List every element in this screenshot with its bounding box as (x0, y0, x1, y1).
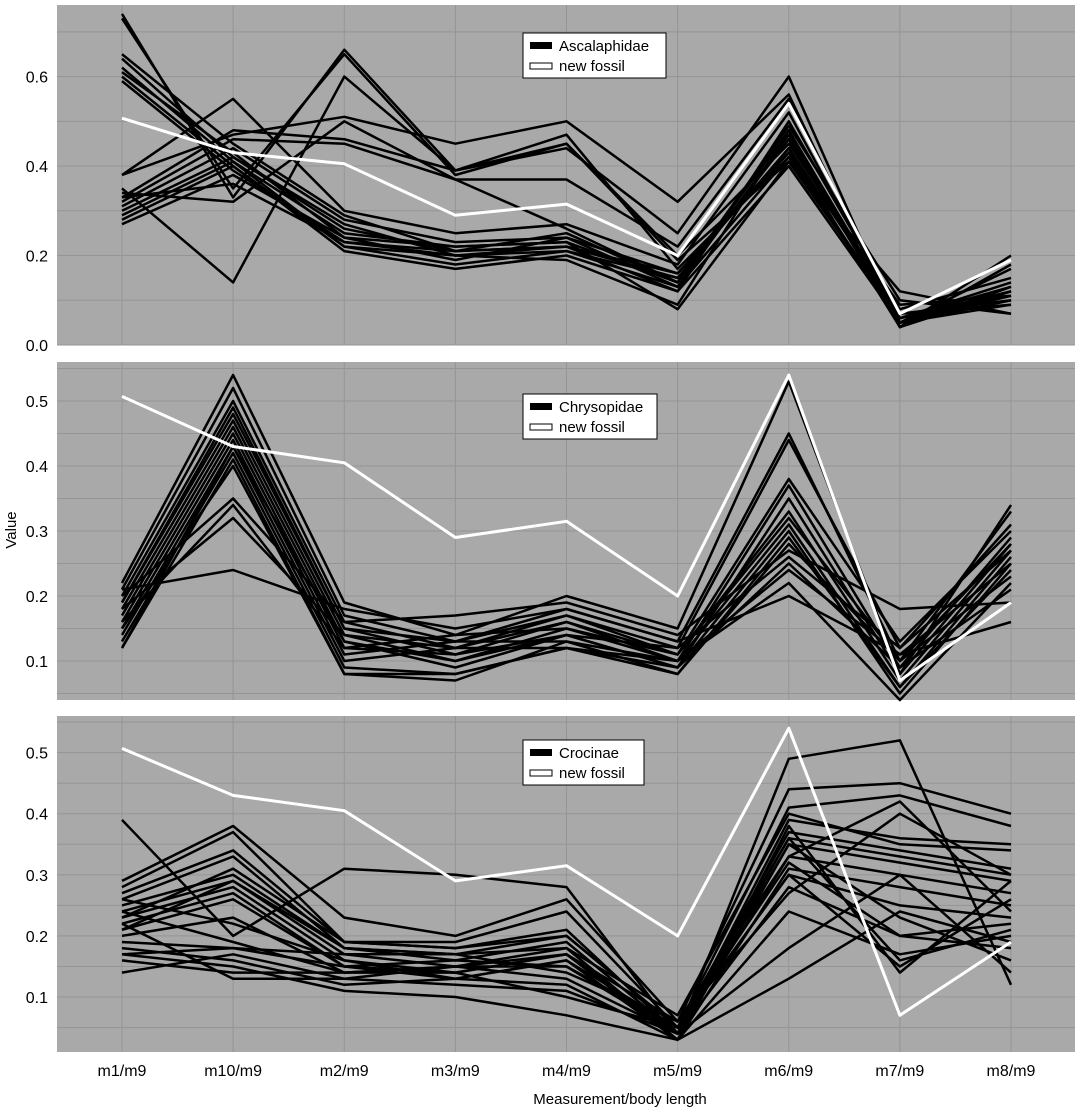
y-tick-label: 0.4 (26, 807, 48, 824)
series-line-19 (121, 160, 1012, 315)
legend-box (522, 32, 667, 79)
x-tick-label: m4/m9 (542, 1063, 591, 1080)
legend-label-family: Crocinae (559, 745, 619, 762)
legend-label-fossil: new fossil (559, 765, 625, 782)
series-line-20 (121, 812, 1012, 1017)
y-tick-label: 0.2 (26, 929, 48, 946)
new-fossil-line (121, 373, 1012, 682)
series-line-13 (121, 910, 1012, 1042)
legend-swatch-fossil (529, 769, 553, 777)
x-axis-title: Measurement/body length (533, 1091, 706, 1108)
series-line-15 (121, 146, 1012, 306)
series-line-12 (121, 497, 1012, 637)
legend: Crocinae new fossil (522, 739, 645, 786)
y-tick-label: 0.0 (26, 338, 48, 355)
y-tick-label: 0.3 (26, 524, 48, 541)
legend-label-family: Ascalaphidae (559, 38, 649, 55)
y-axis-title: Value (3, 511, 20, 548)
legend-swatch-family (530, 42, 552, 49)
y-tick-label: 0.3 (26, 868, 48, 885)
series-line-15 (121, 873, 1012, 1029)
series-line-17 (121, 155, 1012, 320)
x-tick-label: m1/m9 (98, 1063, 147, 1080)
series-line-16 (121, 800, 1012, 1023)
legend-swatch-fossil (529, 423, 553, 431)
legend-label-family: Chrysopidae (559, 399, 643, 416)
legend-swatch-family (530, 403, 552, 410)
series-line-3 (121, 794, 1012, 1029)
series-line-11 (120, 458, 1012, 682)
legend: Chrysopidae new fossil (522, 393, 658, 440)
series-line-6 (121, 836, 1012, 1035)
y-tick-label: 0.4 (26, 459, 48, 476)
new-fossil-line (121, 101, 1012, 316)
series-line-20 (121, 129, 1012, 329)
chart-panel-1: 0.0 0.2 0.4 0.6 Ascalaphidae new fossil (26, 5, 1075, 355)
series-line-2 (121, 781, 1012, 1023)
x-tick-label: m7/m9 (875, 1063, 924, 1080)
series-line-1 (121, 739, 1013, 1035)
legend-label-fossil: new fossil (559, 58, 625, 75)
y-tick-label: 0.5 (26, 394, 48, 411)
y-tick-label: 0.1 (26, 654, 48, 671)
series-line-17 (120, 445, 1012, 663)
y-tick-label: 0.6 (26, 70, 48, 87)
chart-panel-2: 0.1 0.2 0.3 0.4 0.5 Chrysopidae new fossil (26, 362, 1075, 702)
legend-label-fossil: new fossil (559, 419, 625, 436)
series-line-14 (121, 873, 1012, 1035)
legend: Ascalaphidae new fossil (522, 32, 667, 79)
series-line-19 (121, 861, 1012, 1029)
legend-swatch-family (530, 749, 552, 756)
y-tick-label: 0.1 (26, 990, 48, 1007)
x-tick-label: m5/m9 (653, 1063, 702, 1080)
series-line-14 (121, 516, 1012, 702)
new-fossil-line (121, 726, 1012, 1017)
series-line-18 (120, 412, 1012, 663)
chart-panel-3: 0.1 0.2 0.3 0.4 0.5 Crocinae new fossil (26, 716, 1075, 1052)
series-line-22 (121, 812, 1012, 1023)
x-tick-label: m10/m9 (204, 1063, 262, 1080)
y-tick-label: 0.2 (26, 249, 48, 266)
series-line-16 (121, 146, 1012, 315)
x-tick-label: m3/m9 (431, 1063, 480, 1080)
x-tick-label: m2/m9 (320, 1063, 369, 1080)
x-tick-label: m6/m9 (764, 1063, 813, 1080)
legend-box (522, 739, 645, 786)
series-line-21 (121, 843, 1012, 1035)
series-line-13 (121, 568, 1012, 656)
y-tick-label: 0.2 (26, 589, 48, 606)
y-tick-label: 0.4 (26, 159, 48, 176)
series-line-12 (121, 910, 1012, 1042)
series-line-7 (120, 432, 1012, 682)
legend-box (522, 393, 658, 440)
series-line-4 (121, 818, 1012, 1035)
series-line-16 (120, 464, 1012, 676)
legend-swatch-fossil (529, 62, 553, 70)
x-tick-label: m8/m9 (987, 1063, 1036, 1080)
y-tick-label: 0.5 (26, 746, 48, 763)
